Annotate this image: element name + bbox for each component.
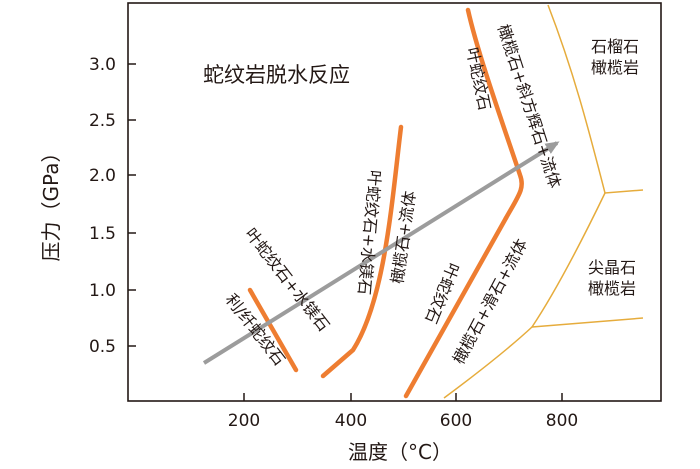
y-tick-label: 2.5 xyxy=(89,111,116,131)
reaction-curve-2 xyxy=(320,124,404,379)
diagram-title: 蛇纹岩脱水反应 xyxy=(203,63,350,87)
reaction-curves xyxy=(247,7,524,399)
trend-arrow xyxy=(202,141,560,365)
reaction-curve-1 xyxy=(247,287,299,373)
reaction-label: 橄榄石+斜方辉石+流体 xyxy=(494,22,565,190)
y-tick-label: 1.0 xyxy=(89,281,116,301)
y-tick-label: 2.0 xyxy=(89,166,116,186)
y-tick-label: 0.5 xyxy=(89,337,116,357)
region-label: 尖晶石 xyxy=(588,258,636,277)
facies-line-base xyxy=(443,326,533,399)
facies-line-lower xyxy=(530,192,644,328)
y-axis: 0.5 1.0 1.5 2.0 2.5 3.0 压力（GPa） xyxy=(39,55,136,357)
x-tick-label: 600 xyxy=(440,411,472,431)
reaction-label: 叶蛇纹石 xyxy=(421,260,463,326)
facies-line-steep xyxy=(547,4,644,194)
reaction-curve-4 xyxy=(465,7,524,221)
region-label: 橄榄岩 xyxy=(591,58,639,77)
y-tick-label: 1.5 xyxy=(89,224,116,244)
region-label: 石榴石 xyxy=(591,37,639,56)
x-tick-label: 200 xyxy=(228,411,260,431)
x-axis: 200 400 600 800 温度（°C） xyxy=(228,393,578,464)
reaction-curve-3 xyxy=(403,215,509,399)
y-tick-label: 3.0 xyxy=(89,55,116,75)
region-label: 橄榄岩 xyxy=(588,279,636,298)
x-axis-title: 温度（°C） xyxy=(348,440,452,464)
plot-frame xyxy=(127,2,662,402)
facies-boundaries xyxy=(443,4,644,399)
y-axis-title: 压力（GPa） xyxy=(39,143,63,262)
x-tick-label: 800 xyxy=(546,411,578,431)
x-tick-label: 400 xyxy=(335,411,367,431)
